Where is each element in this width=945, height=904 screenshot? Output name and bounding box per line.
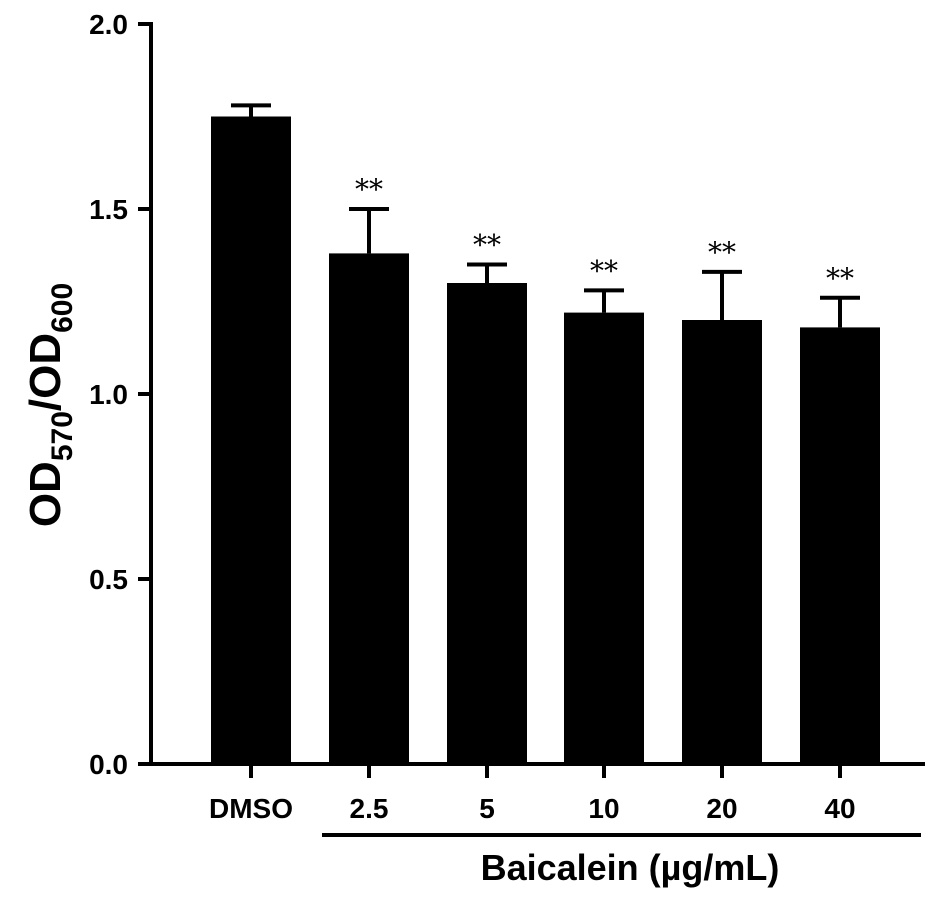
x-tick-label: 20 (706, 793, 737, 824)
y-tick-label: 0.0 (89, 749, 128, 780)
x-tick-label: DMSO (209, 793, 293, 824)
bar-DMSO (211, 116, 291, 764)
x-tick-label: 2.5 (350, 793, 389, 824)
y-axis-ticks: 0.0 0.5 1.0 1.5 2.0 (89, 9, 151, 780)
y-tick-label: 0.5 (89, 564, 128, 595)
y-tick-label: 1.0 (89, 379, 128, 410)
significance-marker: ** (473, 229, 501, 262)
x-tick-label: 10 (588, 793, 619, 824)
x-tick-label: 5 (479, 793, 495, 824)
bar-10 (564, 312, 644, 764)
y-axis-title: OD570/OD600 (21, 283, 79, 527)
bar-20 (682, 320, 762, 764)
bar-5 (447, 283, 527, 764)
x-tick-label: 40 (824, 793, 855, 824)
x-axis-ticks: DMSO 2.5 5 10 20 40 (209, 764, 856, 824)
x-axis-title: Baicalein (µg/mL) (481, 847, 780, 888)
bars: ** ** ** ** ** (211, 103, 880, 764)
y-tick-label: 1.5 (89, 194, 128, 225)
significance-marker: ** (355, 173, 383, 206)
y-tick-label: 2.0 (89, 9, 128, 40)
significance-marker: ** (708, 236, 736, 269)
significance-marker: ** (590, 254, 618, 287)
bar-2.5 (329, 253, 409, 764)
significance-marker: ** (826, 262, 854, 295)
bar-40 (800, 327, 880, 764)
